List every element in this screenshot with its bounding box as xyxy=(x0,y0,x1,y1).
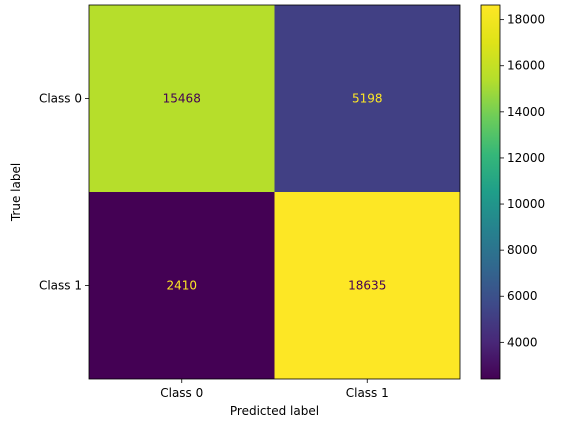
y-tick-label: Class 1 xyxy=(39,279,82,293)
cell-value-label: 18635 xyxy=(348,279,386,293)
x-tick-label: Class 0 xyxy=(160,386,203,400)
colorbar-tick-label: 16000 xyxy=(507,59,545,73)
cell-value-label: 15468 xyxy=(163,92,201,106)
colorbar-ticks: 4000 6000 8000 10000 12000 14000 16000 18000 xyxy=(500,13,545,349)
colorbar-tick-label: 8000 xyxy=(507,243,538,257)
colorbar-tick-label: 4000 xyxy=(507,335,538,349)
colorbar-tick-label: 12000 xyxy=(507,151,545,165)
matrix-cell-r1-c1 xyxy=(274,192,460,379)
y-tick-label: Class 0 xyxy=(39,92,82,106)
matrix-cell-r0-c0 xyxy=(89,5,275,192)
matrix-cell-r1-c0 xyxy=(89,192,275,379)
colorbar-tick-label: 10000 xyxy=(507,197,545,211)
cell-value-label: 2410 xyxy=(166,279,197,293)
colorbar-tick-label: 18000 xyxy=(507,13,545,27)
cell-value-labels: 15468 5198 2410 18635 xyxy=(163,92,387,293)
colorbar-tick-label: 14000 xyxy=(507,105,545,119)
matrix-cells xyxy=(89,5,460,379)
y-axis-ticks: Class 0 Class 1 xyxy=(39,92,89,293)
colorbar-tick-label: 6000 xyxy=(507,289,538,303)
x-axis-ticks: Class 0 Class 1 xyxy=(160,379,389,400)
plot-frame xyxy=(88,4,461,380)
cell-value-label: 5198 xyxy=(352,92,383,106)
x-axis-label: Predicted label xyxy=(230,404,319,418)
x-tick-label: Class 1 xyxy=(346,386,389,400)
y-axis-label: True label xyxy=(9,163,23,222)
colorbar xyxy=(480,4,501,380)
matrix-cell-r0-c1 xyxy=(274,5,460,192)
